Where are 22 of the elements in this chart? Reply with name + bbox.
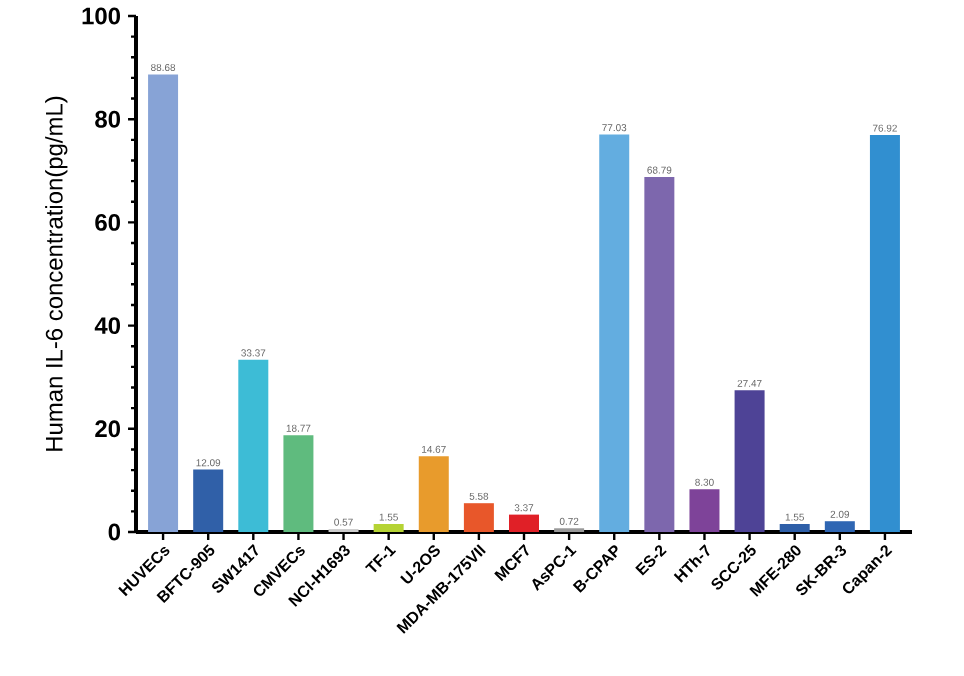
y-tick-label: 20: [95, 420, 120, 438]
bar: [734, 390, 765, 532]
bar: [689, 489, 720, 532]
bar: [283, 435, 314, 532]
y-tick-label: 40: [94, 317, 120, 335]
y-tick-label: 80: [95, 110, 120, 128]
y-axis-title: Human IL-6 concentration(pg/mL): [45, 96, 68, 451]
bar: [238, 359, 269, 532]
bar: [373, 524, 404, 532]
bar: [509, 514, 540, 532]
bar: [418, 456, 449, 532]
y-tick-label: 0: [108, 523, 120, 541]
bar: [779, 524, 810, 532]
bar: [599, 134, 630, 532]
bar: [644, 177, 675, 532]
y-tick-label: 60: [95, 213, 120, 231]
y-tick-label: 100: [82, 7, 120, 25]
bar: [463, 503, 494, 532]
bar: [824, 521, 855, 532]
bar: [148, 74, 179, 532]
bar: [193, 469, 224, 532]
bar: [869, 135, 900, 532]
